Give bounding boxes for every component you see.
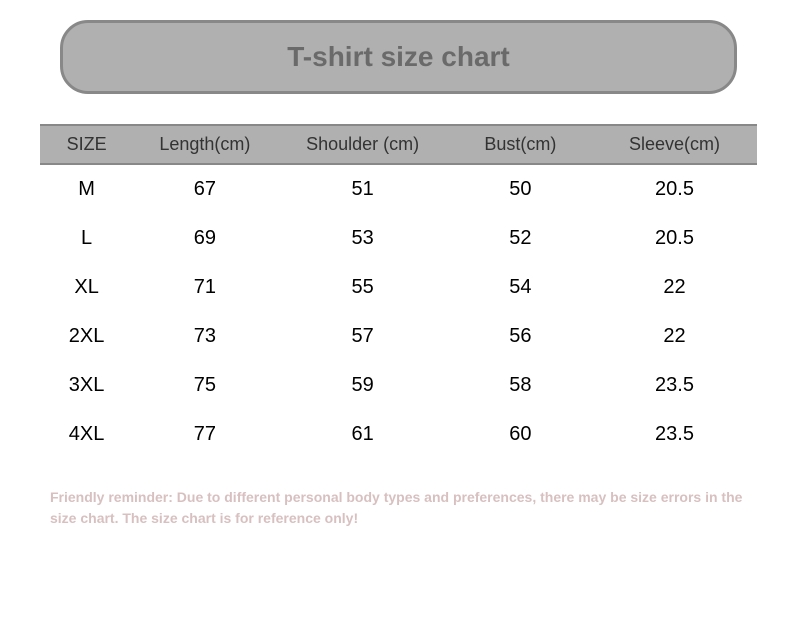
footer-note: Friendly reminder: Due to different pers… [40,487,757,529]
table-row: XL 71 55 54 22 [40,263,757,312]
cell-sleeve: 23.5 [592,374,757,397]
header-bust: Bust(cm) [449,134,592,155]
cell-size: 3XL [40,374,133,397]
table-header-row: SIZE Length(cm) Shoulder (cm) Bust(cm) S… [40,124,757,165]
cell-bust: 60 [449,423,592,446]
cell-size: 2XL [40,325,133,348]
cell-shoulder: 59 [277,374,449,397]
cell-length: 73 [133,325,276,348]
cell-shoulder: 61 [277,423,449,446]
cell-bust: 52 [449,227,592,250]
cell-sleeve: 20.5 [592,178,757,201]
table-row: L 69 53 52 20.5 [40,214,757,263]
cell-size: XL [40,276,133,299]
cell-bust: 58 [449,374,592,397]
cell-shoulder: 53 [277,227,449,250]
cell-sleeve: 22 [592,325,757,348]
cell-shoulder: 57 [277,325,449,348]
header-sleeve: Sleeve(cm) [592,134,757,155]
cell-size: L [40,227,133,250]
cell-sleeve: 20.5 [592,227,757,250]
title-box: T-shirt size chart [60,20,737,94]
header-length: Length(cm) [133,134,276,155]
cell-shoulder: 51 [277,178,449,201]
cell-size: M [40,178,133,201]
cell-length: 77 [133,423,276,446]
chart-title: T-shirt size chart [287,41,510,72]
table-row: 4XL 77 61 60 23.5 [40,410,757,459]
table-row: M 67 51 50 20.5 [40,165,757,214]
table-row: 2XL 73 57 56 22 [40,312,757,361]
cell-size: 4XL [40,423,133,446]
cell-bust: 56 [449,325,592,348]
cell-length: 69 [133,227,276,250]
cell-sleeve: 23.5 [592,423,757,446]
header-shoulder: Shoulder (cm) [277,134,449,155]
cell-shoulder: 55 [277,276,449,299]
cell-sleeve: 22 [592,276,757,299]
cell-bust: 54 [449,276,592,299]
table-row: 3XL 75 59 58 23.5 [40,361,757,410]
cell-length: 71 [133,276,276,299]
header-size: SIZE [40,134,133,155]
cell-bust: 50 [449,178,592,201]
cell-length: 75 [133,374,276,397]
cell-length: 67 [133,178,276,201]
